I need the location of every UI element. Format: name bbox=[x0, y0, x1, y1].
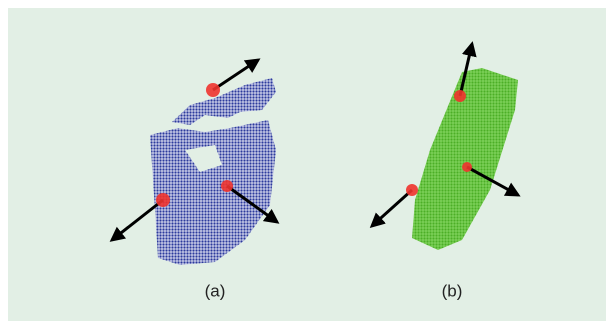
panel-label: (a) bbox=[205, 281, 226, 300]
background bbox=[8, 8, 606, 321]
panel-label: (b) bbox=[442, 281, 463, 300]
figure: (a) (b) bbox=[0, 0, 614, 329]
